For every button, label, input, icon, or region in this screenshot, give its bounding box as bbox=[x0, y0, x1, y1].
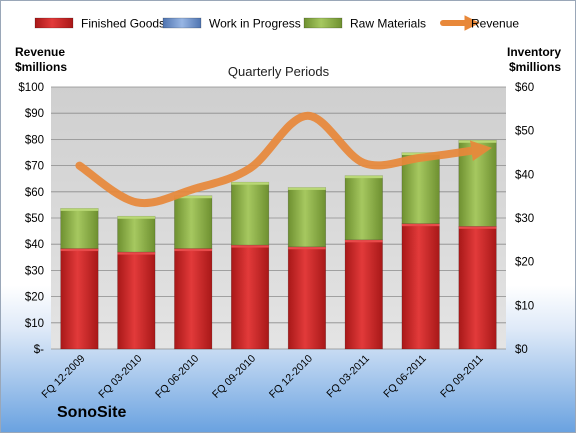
category-label-fq-06-2011: FQ 06-2011 bbox=[381, 353, 429, 401]
left-tick-label: $- bbox=[34, 344, 44, 356]
legend-label-revenue: Revenue bbox=[471, 17, 519, 31]
bar-top-finished-goods-fq-03-2010 bbox=[117, 252, 156, 255]
bar-finished-goods-fq-09-2010 bbox=[230, 244, 270, 350]
category-label-fq-03-2010: FQ 03-2010 bbox=[96, 353, 144, 401]
category-axis-labels: FQ 12-2009 FQ 03-2010 FQ 06-2010 FQ 09-2010… bbox=[39, 353, 485, 401]
left-tick-label: $20 bbox=[25, 292, 44, 304]
bar-top-finished-goods-fq-06-2010 bbox=[174, 248, 212, 252]
legend-label-raw-materials: Raw Materials bbox=[350, 17, 426, 31]
bar-raw-materials-fq-03-2010 bbox=[117, 215, 156, 253]
bar-finished-goods-fq-09-2011 bbox=[458, 225, 497, 350]
left-tick-label: $90 bbox=[25, 108, 44, 120]
bar-finished-goods-fq-12-2010 bbox=[287, 246, 327, 350]
right-tick-label: $10 bbox=[515, 300, 534, 312]
left-tick-label: $50 bbox=[25, 213, 44, 225]
bar-raw-materials-fq-06-2011 bbox=[401, 152, 440, 224]
bar-group bbox=[60, 139, 497, 350]
legend-swatch-raw-materials bbox=[303, 17, 343, 29]
left-axis-ticks: $- $10 $20 $30 $40 $50 $60 $70 $80 $90 $100 bbox=[18, 82, 44, 356]
bar-raw-materials-fq-09-2010 bbox=[230, 181, 270, 246]
right-tick-label: $40 bbox=[515, 169, 534, 181]
bar-top-raw-materials-fq-03-2010 bbox=[117, 216, 156, 219]
category-label-fq-12-2009: FQ 12-2009 bbox=[39, 353, 87, 401]
bar-finished-goods-fq-06-2011 bbox=[401, 223, 440, 350]
left-axis-title-line1: Revenue bbox=[15, 45, 65, 59]
revenue-line bbox=[75, 111, 492, 208]
bar-top-finished-goods-fq-12-2010 bbox=[288, 246, 326, 250]
right-axis-title-line2: $millions bbox=[509, 60, 561, 74]
legend-item-work-in-progress: Work in Progress bbox=[162, 17, 301, 31]
company-name: SonoSite bbox=[57, 404, 126, 421]
bar-raw-materials-fq-06-2010 bbox=[174, 195, 213, 249]
left-axis-title-line2: $millions bbox=[15, 60, 67, 74]
right-tick-label: $0 bbox=[515, 344, 528, 356]
left-tick-label: $60 bbox=[25, 187, 44, 199]
revenue-line-group bbox=[75, 111, 492, 208]
legend-swatch-finished-goods bbox=[34, 17, 74, 29]
right-axis-title-line1: Inventory bbox=[507, 45, 561, 59]
legend: Finished Goods Work in Progress Raw Materi… bbox=[34, 15, 519, 31]
bar-raw-materials-fq-12-2009 bbox=[60, 208, 99, 249]
legend-label-finished-goods: Finished Goods bbox=[81, 17, 165, 31]
bar-top-raw-materials-fq-06-2010 bbox=[174, 195, 212, 199]
right-tick-label: $50 bbox=[515, 126, 534, 138]
bar-finished-goods-fq-06-2010 bbox=[174, 248, 213, 350]
bar-top-finished-goods-fq-09-2010 bbox=[231, 245, 269, 248]
bar-raw-materials-fq-12-2010 bbox=[287, 187, 327, 248]
legend-swatch-work-in-progress bbox=[162, 17, 202, 29]
bar-top-finished-goods-fq-09-2011 bbox=[458, 226, 497, 229]
left-tick-label: $80 bbox=[25, 134, 44, 146]
bar-finished-goods-fq-03-2011 bbox=[344, 239, 383, 350]
legend-item-raw-materials: Raw Materials bbox=[303, 17, 426, 31]
left-tick-label: $30 bbox=[25, 265, 44, 277]
bar-top-finished-goods-fq-03-2011 bbox=[345, 239, 383, 243]
left-tick-label: $100 bbox=[18, 82, 44, 94]
category-label-fq-06-2010: FQ 06-2010 bbox=[153, 353, 201, 401]
bar-finished-goods-fq-12-2009 bbox=[60, 248, 99, 350]
chart-subtitle: Quarterly Periods bbox=[228, 64, 330, 79]
right-tick-label: $30 bbox=[515, 213, 534, 225]
bar-top-raw-materials-fq-09-2010 bbox=[231, 182, 269, 185]
bar-top-raw-materials-fq-12-2009 bbox=[60, 208, 99, 211]
bar-top-raw-materials-fq-03-2011 bbox=[345, 175, 383, 179]
bar-finished-goods-fq-03-2010 bbox=[117, 251, 156, 350]
bar-top-finished-goods-fq-06-2011 bbox=[401, 223, 440, 227]
category-label-fq-09-2010: FQ 09-2010 bbox=[210, 353, 258, 401]
right-tick-label: $60 bbox=[515, 82, 534, 94]
bar-top-raw-materials-fq-09-2011 bbox=[458, 140, 497, 143]
right-tick-label: $20 bbox=[515, 257, 534, 269]
bar-raw-materials-fq-03-2011 bbox=[344, 175, 383, 241]
legend-label-work-in-progress: Work in Progress bbox=[209, 17, 301, 31]
bar-top-finished-goods-fq-12-2009 bbox=[60, 248, 99, 252]
category-label-fq-03-2011: FQ 03-2011 bbox=[324, 353, 372, 401]
left-tick-label: $70 bbox=[25, 161, 44, 173]
legend-item-revenue: Revenue bbox=[440, 15, 519, 31]
left-tick-label: $10 bbox=[25, 318, 44, 330]
bar-top-raw-materials-fq-12-2010 bbox=[288, 187, 326, 190]
left-tick-label: $40 bbox=[25, 239, 44, 251]
legend-item-finished-goods: Finished Goods bbox=[34, 17, 165, 31]
right-axis-ticks: $0 $10 $20 $30 $40 $50 $60 bbox=[515, 82, 534, 356]
category-label-fq-09-2011: FQ 09-2011 bbox=[438, 353, 486, 401]
category-label-fq-12-2010: FQ 12-2010 bbox=[267, 353, 315, 401]
